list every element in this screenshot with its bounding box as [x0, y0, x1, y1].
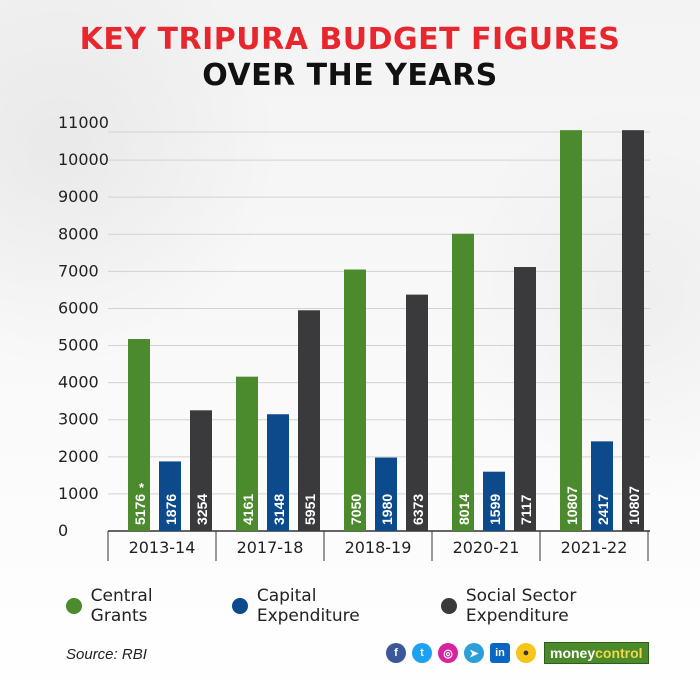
- legend-swatch-capital-expenditure: [232, 598, 248, 614]
- bar: [375, 457, 397, 531]
- legend-item-central-grants: Central Grants: [66, 586, 212, 626]
- instagram-icon[interactable]: ◎: [438, 643, 458, 663]
- koo-icon[interactable]: ●: [516, 643, 536, 663]
- y-tick-label: 4000: [58, 373, 99, 392]
- y-tick-label: 7000: [58, 261, 99, 280]
- legend-item-social-sector-expenditure: Social Sector Expenditure: [441, 586, 680, 626]
- bar-value-label: 10807: [626, 486, 642, 525]
- bar-value-label: 5951: [302, 494, 318, 525]
- bar: [298, 310, 320, 531]
- bar: [591, 441, 613, 531]
- brand-part-money: money: [550, 645, 596, 661]
- bar: [267, 414, 289, 531]
- bar: [406, 294, 428, 531]
- y-tick-label: 11000: [58, 113, 109, 132]
- y-tick-label: 8000: [58, 224, 99, 243]
- legend-label-capital-expenditure: Capital Expenditure: [256, 586, 360, 626]
- legend-label-social-sector-expenditure: Social Sector Expenditure: [465, 586, 577, 626]
- bar-value-label: 5176: [132, 494, 148, 525]
- bar-value-label: 4161: [240, 494, 256, 525]
- x-tick-label: 2020-21: [453, 538, 520, 557]
- facebook-icon[interactable]: f: [386, 643, 406, 663]
- bar: [344, 269, 366, 531]
- bar-value-label: 3254: [194, 494, 210, 525]
- x-tick-label: 2017-18: [237, 538, 304, 557]
- bar-value-label: 1876: [163, 494, 179, 525]
- y-tick-label: 10000: [58, 150, 109, 169]
- bar: [159, 461, 181, 531]
- bar: [622, 130, 644, 531]
- chart-subtitle: OVER THE YEARS: [202, 58, 498, 93]
- bar-value-label: 1980: [379, 494, 395, 525]
- y-tick-label: 0: [58, 521, 68, 540]
- bar: [560, 130, 582, 531]
- bar: [483, 471, 505, 531]
- twitter-icon[interactable]: t: [412, 643, 432, 663]
- legend-swatch-central-grants: [66, 598, 82, 614]
- annotation-marker: *: [139, 480, 145, 495]
- bar-value-label: 7050: [348, 494, 364, 525]
- bar-value-label: 7117: [518, 494, 534, 525]
- bar: [128, 339, 150, 531]
- bar-value-label: 8014: [456, 494, 472, 525]
- legend-label-central-grants: Central Grants: [90, 586, 153, 626]
- bar-value-label: 3148: [271, 494, 287, 525]
- legend-item-capital-expenditure: Capital Expenditure: [232, 586, 421, 626]
- bar: [514, 267, 536, 531]
- bar-value-label: 2417: [595, 494, 611, 525]
- source-note: Source: RBI: [66, 646, 147, 663]
- legend-swatch-social-sector-expenditure: [441, 598, 457, 614]
- telegram-icon[interactable]: ➤: [464, 643, 484, 663]
- y-tick-label: 9000: [58, 187, 99, 206]
- legend: Central Grants Capital Expenditure Socia…: [66, 586, 700, 626]
- x-tick-label: 2021-22: [561, 538, 628, 557]
- bar: [190, 410, 212, 531]
- y-tick-label: 5000: [58, 336, 99, 355]
- y-tick-label: 6000: [58, 298, 99, 317]
- bar-value-label: 6373: [410, 494, 426, 525]
- social-links: f t ◎ ➤ in ● money control: [386, 642, 649, 664]
- moneycontrol-logo[interactable]: money control: [544, 642, 649, 664]
- bar: [452, 233, 474, 531]
- brand-part-control: control: [595, 645, 643, 661]
- linkedin-icon[interactable]: in: [490, 643, 510, 663]
- x-tick-label: 2013-14: [129, 538, 196, 557]
- y-tick-label: 3000: [58, 410, 99, 429]
- bar-value-label: 10807: [564, 486, 580, 525]
- bar: [236, 376, 258, 531]
- y-tick-label: 2000: [58, 447, 99, 466]
- y-tick-label: 1000: [58, 484, 99, 503]
- bar-value-label: 1599: [487, 494, 503, 525]
- chart-title: KEY TRIPURA BUDGET FIGURES: [79, 22, 621, 57]
- x-tick-label: 2018-19: [345, 538, 412, 557]
